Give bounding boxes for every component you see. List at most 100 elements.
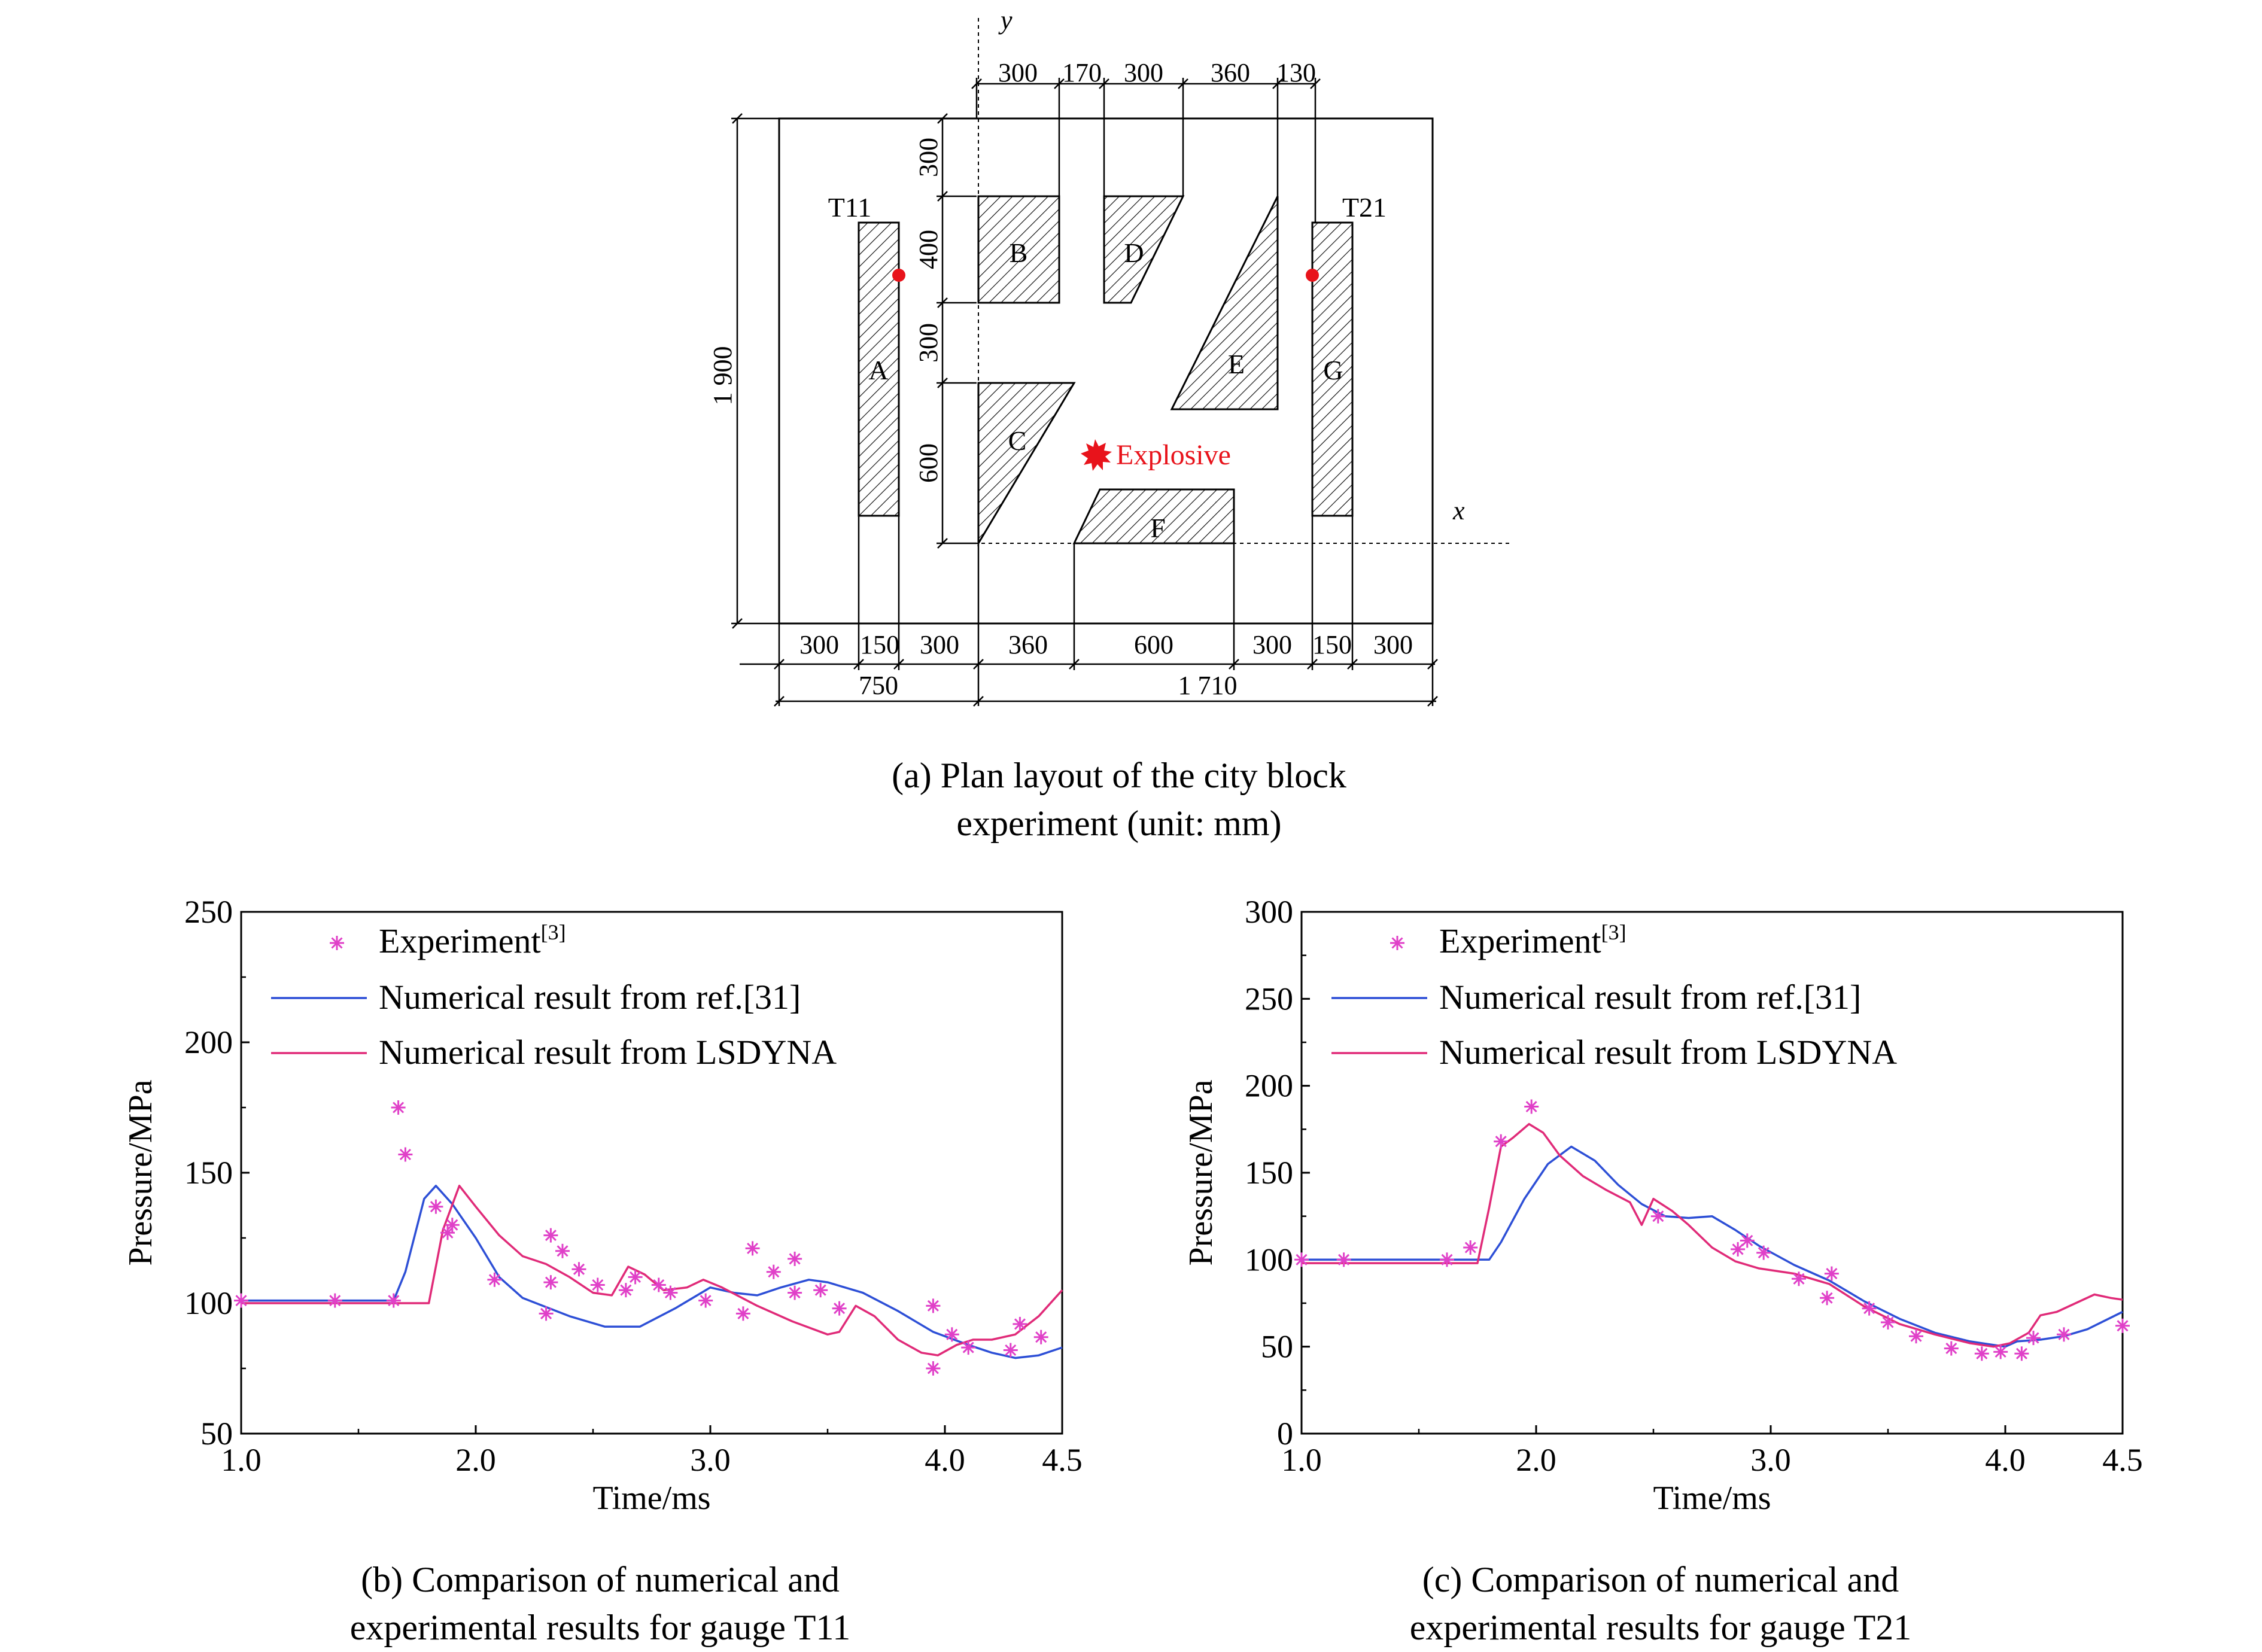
data-point [1993, 1344, 2008, 1359]
svg-text:300: 300 [920, 630, 959, 659]
y-tick-label: 150 [1245, 1155, 1293, 1191]
series-experiment [234, 1100, 1048, 1376]
data-point [1494, 1134, 1509, 1149]
data-point [961, 1340, 976, 1355]
x-tick-label: 4.5 [1042, 1442, 1083, 1478]
svg-text:170: 170 [1062, 58, 1102, 87]
data-point [1862, 1301, 1877, 1316]
building-g [1311, 221, 1354, 517]
building-d [1103, 195, 1185, 304]
data-point [745, 1241, 760, 1256]
data-point [398, 1147, 413, 1162]
gauge-label-t11: T11 [828, 192, 871, 223]
data-point [698, 1293, 713, 1308]
data-point [440, 1225, 455, 1240]
x-tick-label: 3.0 [690, 1442, 731, 1478]
svg-text:360: 360 [1008, 630, 1048, 659]
x-tick-label: 4.0 [1985, 1442, 2026, 1478]
y-tick-label: 150 [184, 1155, 233, 1191]
svg-text:300: 300 [914, 138, 943, 177]
legend-marker-experiment [330, 936, 344, 950]
svg-text:750: 750 [859, 671, 898, 700]
data-point [571, 1262, 586, 1277]
svg-text:300: 300 [1252, 630, 1292, 659]
data-point [539, 1306, 554, 1321]
svg-text:300: 300 [998, 58, 1038, 87]
plan-layout: y x A B C D E F G T11 T21 Explosive [708, 5, 1511, 843]
chart-caption-line2: experimental results for gauge T21 [1410, 1608, 1912, 1647]
data-point [1003, 1343, 1018, 1358]
data-point [813, 1283, 828, 1298]
gauge-t11-marker [892, 269, 905, 282]
data-point [2026, 1331, 2041, 1346]
data-point [832, 1301, 847, 1316]
dimension-labels: 300 170 300 360 130 300 400 300 600 1 90… [708, 58, 1413, 700]
y-tick-label: 50 [200, 1416, 233, 1452]
svg-text:1 900: 1 900 [708, 346, 737, 406]
data-point [1463, 1240, 1478, 1255]
site-boundary [778, 117, 1434, 625]
series-line-lsdyna [1302, 1122, 2123, 1348]
data-point [944, 1327, 959, 1342]
building-e [1170, 196, 1279, 410]
y-tick-label: 100 [184, 1285, 233, 1321]
explosive-label: Explosive [1116, 439, 1231, 471]
chart-t11: 1.0 2.0 3.0 4.0 4.5 50 100 150 200 250 Time/ms Pres… [122, 894, 1083, 1647]
data-point [2014, 1346, 2029, 1361]
caption-a-line2: experiment (unit: mm) [956, 804, 1281, 843]
svg-text:600: 600 [1134, 630, 1173, 659]
explosive-icon [1081, 439, 1112, 471]
axis-x-label: x [1452, 496, 1465, 525]
data-point [386, 1293, 401, 1308]
svg-text:300: 300 [914, 323, 943, 363]
series-experiment [1294, 1099, 2130, 1361]
x-tick-label: 1.0 [1281, 1442, 1322, 1478]
building-label-e: E [1228, 349, 1245, 379]
chart-t21: 1.0 2.0 3.0 4.0 4.5 0 50 100 150 200 250 300 Time/ms… [1182, 894, 2143, 1647]
building-label-b: B [1010, 238, 1028, 268]
legend-label-lsdyna: Numerical result from LSDYNA [379, 1033, 837, 1072]
data-point [327, 1293, 342, 1308]
legend-label-experiment: Experiment[3] [1439, 920, 1626, 960]
svg-text:600: 600 [914, 443, 943, 483]
data-point [1033, 1329, 1048, 1344]
data-point [926, 1298, 941, 1313]
gauge-label-t21: T21 [1342, 192, 1387, 223]
x-tick-label: 1.0 [221, 1442, 262, 1478]
building-b [977, 195, 1060, 304]
data-point [543, 1275, 558, 1290]
svg-text:300: 300 [1373, 630, 1413, 659]
data-point [926, 1361, 941, 1376]
x-tick-label: 2.0 [455, 1442, 496, 1478]
building-label-g: G [1323, 355, 1343, 385]
data-point [1881, 1315, 1895, 1329]
dimension-ticks [732, 78, 1438, 707]
building-a [858, 221, 900, 517]
data-point [543, 1228, 558, 1243]
building-f [1072, 488, 1235, 544]
data-point [618, 1283, 633, 1298]
data-point [1336, 1252, 1351, 1267]
x-tick-label: 3.0 [1750, 1442, 1791, 1478]
svg-text:300: 300 [1124, 58, 1163, 87]
data-point [1294, 1252, 1309, 1267]
legend-ref: [3] [1601, 920, 1626, 944]
y-tick-label: 200 [184, 1024, 233, 1060]
data-point [2057, 1327, 2071, 1342]
y-tick-label: 250 [1245, 981, 1293, 1017]
legend-label-experiment: Experiment[3] [379, 920, 566, 960]
legend-label-ref31: Numerical result from ref.[31] [1439, 978, 1861, 1017]
chart-caption-line1: (c) Comparison of numerical and [1422, 1560, 1899, 1599]
x-tick-label: 4.5 [2102, 1442, 2143, 1478]
y-tick-label: 200 [1245, 1068, 1293, 1104]
svg-text:300: 300 [799, 630, 839, 659]
data-point [2115, 1318, 2130, 1333]
y-axis-label: Pressure/MPa [122, 1079, 159, 1265]
data-point [1792, 1271, 1806, 1286]
legend: Experiment[3] Numerical result from ref.[… [271, 920, 837, 1072]
data-point [234, 1293, 248, 1308]
building-c [977, 382, 1076, 547]
building-labels: A B C D E F G [868, 238, 1343, 543]
y-tick-label: 300 [1245, 894, 1293, 930]
